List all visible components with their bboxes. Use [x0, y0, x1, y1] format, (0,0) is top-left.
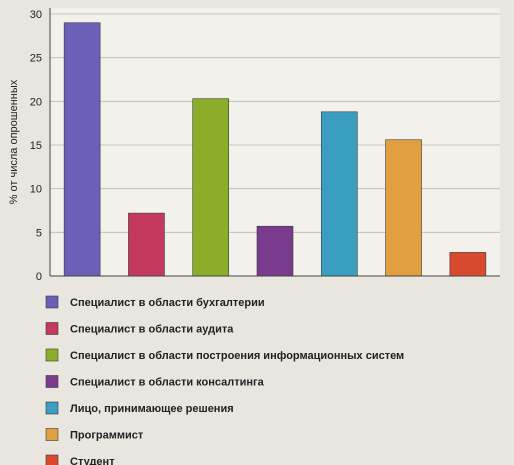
- bar: [63, 22, 101, 277]
- legend-label: Лицо, принимающее решения: [70, 403, 234, 415]
- legend-swatch: [45, 322, 59, 335]
- legend-label: Программист: [70, 430, 144, 442]
- legend-swatch: [45, 401, 59, 415]
- y-tick-label: 5: [36, 227, 42, 239]
- legend-label: Специалист в области аудита: [70, 324, 234, 336]
- bar: [256, 225, 294, 277]
- bar: [192, 98, 230, 277]
- bar: [385, 139, 422, 277]
- legend: Специалист в области бухгалтерии Специали…: [45, 295, 404, 465]
- y-tick-label: 10: [30, 184, 42, 196]
- bar: [320, 111, 358, 277]
- y-tick-label: 0: [36, 271, 42, 283]
- y-tick-label: 25: [30, 53, 42, 65]
- bar: [449, 252, 487, 277]
- y-tick-label: 20: [30, 96, 42, 108]
- gridlines: [50, 13, 500, 233]
- legend-label: Специалист в области консалтинга: [70, 377, 265, 389]
- legend-swatch: [45, 295, 59, 309]
- legend-swatch: [45, 375, 59, 388]
- y-axis-label: % от числа опрошенных: [8, 79, 20, 204]
- legend-swatch: [45, 454, 59, 465]
- legend-label: Специалист в области построения информац…: [70, 350, 404, 362]
- legend-swatch: [45, 428, 59, 441]
- legend-label: Студент: [70, 456, 115, 465]
- legend-swatch: [45, 348, 59, 362]
- y-tick-label: 30: [30, 9, 42, 21]
- y-tick-label: 15: [30, 140, 42, 152]
- legend-label: Специалист в области бухгалтерии: [70, 297, 265, 309]
- bars: [63, 22, 487, 277]
- bar: [128, 212, 165, 277]
- axes: 0 5 10 15 20 25 30: [30, 8, 500, 283]
